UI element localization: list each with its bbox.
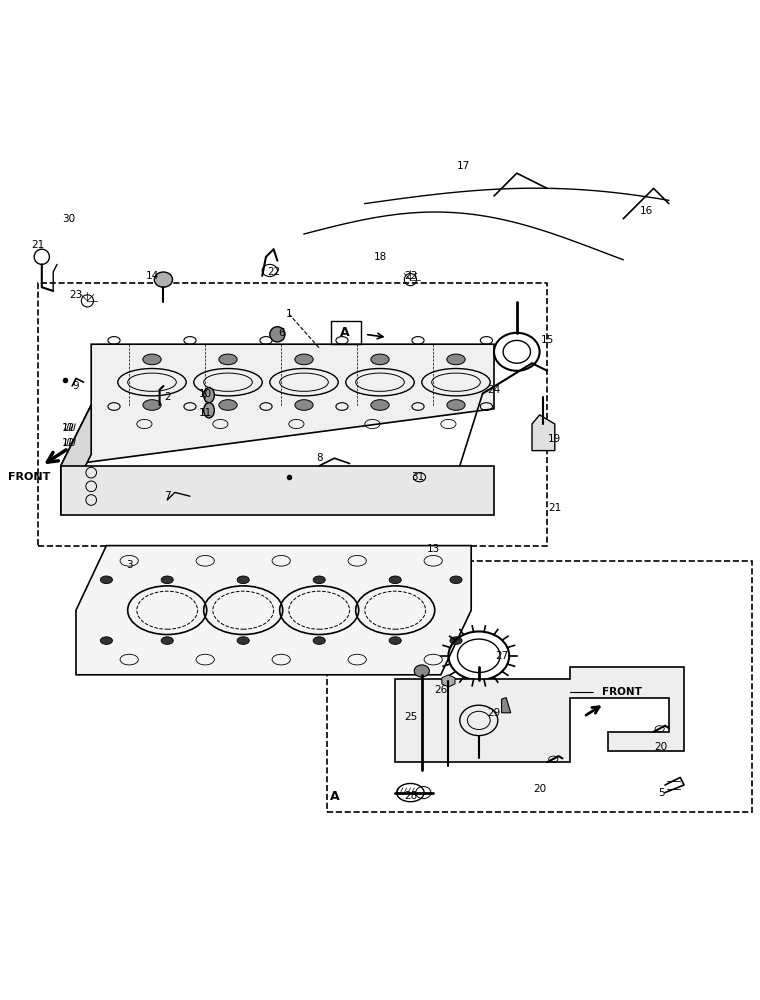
Text: 12: 12: [62, 438, 75, 448]
Text: 17: 17: [457, 161, 470, 171]
Polygon shape: [61, 466, 494, 515]
Text: 5: 5: [658, 788, 664, 798]
Text: 12: 12: [62, 423, 75, 433]
Ellipse shape: [450, 576, 462, 584]
Polygon shape: [442, 675, 455, 687]
Text: 27: 27: [495, 651, 508, 661]
Ellipse shape: [237, 576, 249, 584]
Text: 23: 23: [69, 290, 83, 300]
Text: 20: 20: [533, 784, 546, 794]
Text: 23: 23: [404, 271, 417, 281]
Text: FRONT: FRONT: [8, 472, 50, 482]
Text: 8: 8: [316, 453, 322, 463]
Ellipse shape: [371, 400, 389, 410]
Polygon shape: [61, 344, 494, 466]
Ellipse shape: [143, 400, 161, 410]
Text: 22: 22: [267, 267, 280, 277]
Ellipse shape: [389, 576, 401, 584]
Ellipse shape: [161, 576, 173, 584]
Text: A: A: [330, 790, 339, 803]
Ellipse shape: [204, 388, 214, 403]
Ellipse shape: [295, 400, 313, 410]
Text: 30: 30: [62, 214, 75, 224]
Text: 29: 29: [487, 708, 501, 718]
Polygon shape: [61, 405, 91, 515]
Text: 14: 14: [145, 271, 159, 281]
Ellipse shape: [447, 354, 465, 365]
Text: 11: 11: [198, 408, 212, 418]
Text: 21: 21: [31, 240, 45, 250]
Text: 16: 16: [639, 206, 653, 216]
Text: 31: 31: [411, 472, 425, 482]
Text: 26: 26: [434, 685, 448, 695]
Ellipse shape: [100, 576, 112, 584]
Ellipse shape: [143, 354, 161, 365]
Ellipse shape: [447, 400, 465, 410]
Ellipse shape: [100, 637, 112, 644]
Ellipse shape: [204, 403, 214, 418]
Ellipse shape: [154, 272, 173, 287]
Ellipse shape: [161, 637, 173, 644]
Text: 10: 10: [198, 389, 212, 399]
Text: 7: 7: [164, 491, 170, 501]
Ellipse shape: [219, 354, 237, 365]
Text: 3: 3: [126, 560, 132, 570]
Ellipse shape: [270, 327, 285, 342]
Text: 19: 19: [548, 434, 562, 444]
Text: A: A: [340, 326, 350, 339]
Ellipse shape: [371, 354, 389, 365]
Ellipse shape: [295, 354, 313, 365]
Ellipse shape: [237, 637, 249, 644]
Text: 6: 6: [278, 328, 284, 338]
Text: FRONT: FRONT: [602, 687, 641, 697]
Text: 24: 24: [487, 385, 501, 395]
Ellipse shape: [313, 576, 325, 584]
Ellipse shape: [389, 637, 401, 644]
Text: 25: 25: [404, 712, 417, 722]
Ellipse shape: [450, 637, 462, 644]
Text: 2: 2: [164, 392, 170, 402]
Text: 28: 28: [404, 791, 417, 801]
Text: 15: 15: [540, 335, 554, 345]
Text: 13: 13: [426, 544, 440, 554]
Text: 1: 1: [286, 309, 292, 319]
Text: 9: 9: [73, 381, 79, 391]
Polygon shape: [502, 698, 511, 713]
Polygon shape: [532, 415, 555, 451]
Ellipse shape: [219, 400, 237, 410]
Text: 18: 18: [373, 252, 387, 262]
Polygon shape: [395, 667, 684, 762]
Polygon shape: [76, 546, 471, 675]
Text: 21: 21: [548, 503, 562, 513]
Ellipse shape: [313, 637, 325, 644]
Text: 20: 20: [654, 742, 668, 752]
Ellipse shape: [414, 665, 429, 677]
